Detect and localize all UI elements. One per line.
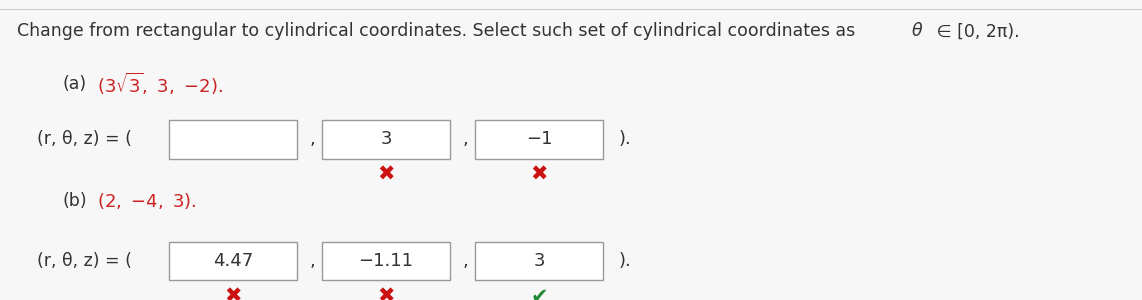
Text: −1: −1 xyxy=(525,130,553,148)
Text: ,: , xyxy=(309,252,316,270)
Text: (b): (b) xyxy=(63,192,88,210)
FancyBboxPatch shape xyxy=(322,121,450,158)
Text: ).: ). xyxy=(619,130,632,148)
FancyBboxPatch shape xyxy=(475,242,603,280)
Text: (r, θ, z) = (: (r, θ, z) = ( xyxy=(37,130,131,148)
Text: ).: ). xyxy=(619,252,632,270)
Text: ∈ [0, 2π).: ∈ [0, 2π). xyxy=(931,22,1020,40)
FancyBboxPatch shape xyxy=(169,242,297,280)
Text: ,: , xyxy=(463,130,469,148)
Text: ✖: ✖ xyxy=(377,286,395,300)
Text: 3: 3 xyxy=(380,130,392,148)
Text: ✖: ✖ xyxy=(224,286,242,300)
Text: (r, θ, z) = (: (r, θ, z) = ( xyxy=(37,252,131,270)
FancyBboxPatch shape xyxy=(322,242,450,280)
Text: $(2,\ {-4},\ 3).$: $(2,\ {-4},\ 3).$ xyxy=(97,191,196,211)
Text: ✖: ✖ xyxy=(377,165,395,185)
FancyBboxPatch shape xyxy=(475,121,603,158)
Text: 4.47: 4.47 xyxy=(212,252,254,270)
Text: Change from rectangular to cylindrical coordinates. Select such set of cylindric: Change from rectangular to cylindrical c… xyxy=(17,22,861,40)
Text: ✔: ✔ xyxy=(530,286,548,300)
FancyBboxPatch shape xyxy=(169,121,297,158)
Text: $(3\sqrt{3},\ 3,\ {-2}).$: $(3\sqrt{3},\ 3,\ {-2}).$ xyxy=(97,71,223,97)
Text: −1.11: −1.11 xyxy=(359,252,413,270)
Text: ,: , xyxy=(463,252,469,270)
Text: $\theta$: $\theta$ xyxy=(911,22,924,40)
Text: (a): (a) xyxy=(63,75,87,93)
Text: ✖: ✖ xyxy=(530,165,548,185)
Text: 3: 3 xyxy=(533,252,545,270)
Text: ,: , xyxy=(309,130,316,148)
